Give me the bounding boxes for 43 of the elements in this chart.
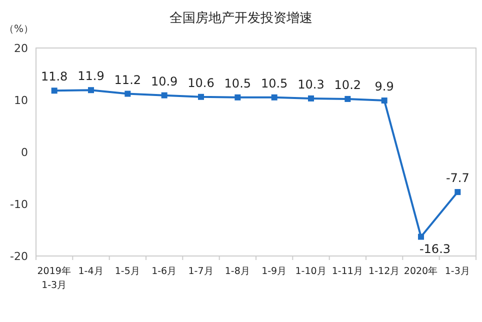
x-tick-label: 1-8月 — [224, 266, 250, 277]
chart-title: 全国房地产开发投资增速 — [170, 10, 312, 26]
data-label: 10.5 — [224, 76, 252, 90]
point — [418, 234, 424, 240]
x-tick-label: 1-5月 — [114, 266, 140, 277]
x-tick-label: 1-9月 — [262, 266, 288, 277]
x-tick-label: 2019年 1-3月 — [37, 265, 72, 291]
x-tick-label: 1-11月 — [332, 266, 364, 277]
x-tick-label: 1-6月 — [152, 266, 178, 277]
data-label: 10.6 — [188, 76, 214, 90]
data-label: 10.9 — [150, 74, 178, 88]
point — [234, 94, 241, 100]
point — [271, 94, 278, 100]
y-axis-title: （%） — [4, 24, 34, 35]
y-tick-label: -20 — [10, 250, 28, 263]
x-tick-label: 1-12月 — [368, 266, 400, 277]
point — [381, 98, 388, 104]
y-tick-label: -10 — [10, 198, 28, 211]
x-tick-label: 1-4月 — [78, 266, 104, 277]
data-label: 10.3 — [298, 77, 324, 92]
x-tick-label: 1-3月 — [444, 266, 470, 277]
point — [198, 94, 204, 100]
point — [51, 88, 58, 94]
point — [88, 87, 94, 94]
data-label: -7.7 — [446, 171, 470, 186]
point — [124, 90, 131, 97]
x-tick-label: 1-7月 — [188, 266, 214, 277]
point — [308, 95, 314, 102]
data-label: 10.5 — [260, 76, 288, 90]
data-label: 9.9 — [374, 80, 394, 94]
y-tick-label: 0 — [21, 146, 28, 159]
data-label: 10.2 — [334, 78, 362, 92]
x-tick-label: 2020年 — [404, 265, 438, 277]
y-tick-label: 20 — [14, 42, 28, 55]
point — [161, 92, 168, 98]
y-tick-label: 10 — [14, 94, 28, 107]
data-label: -16.3 — [419, 242, 451, 256]
x-tick-label: 1-10月 — [295, 266, 327, 277]
data-label: 11.2 — [114, 72, 142, 87]
data-label: 11.9 — [78, 69, 104, 84]
data-label: 11.8 — [40, 70, 68, 84]
point — [454, 189, 461, 196]
point — [344, 96, 351, 102]
